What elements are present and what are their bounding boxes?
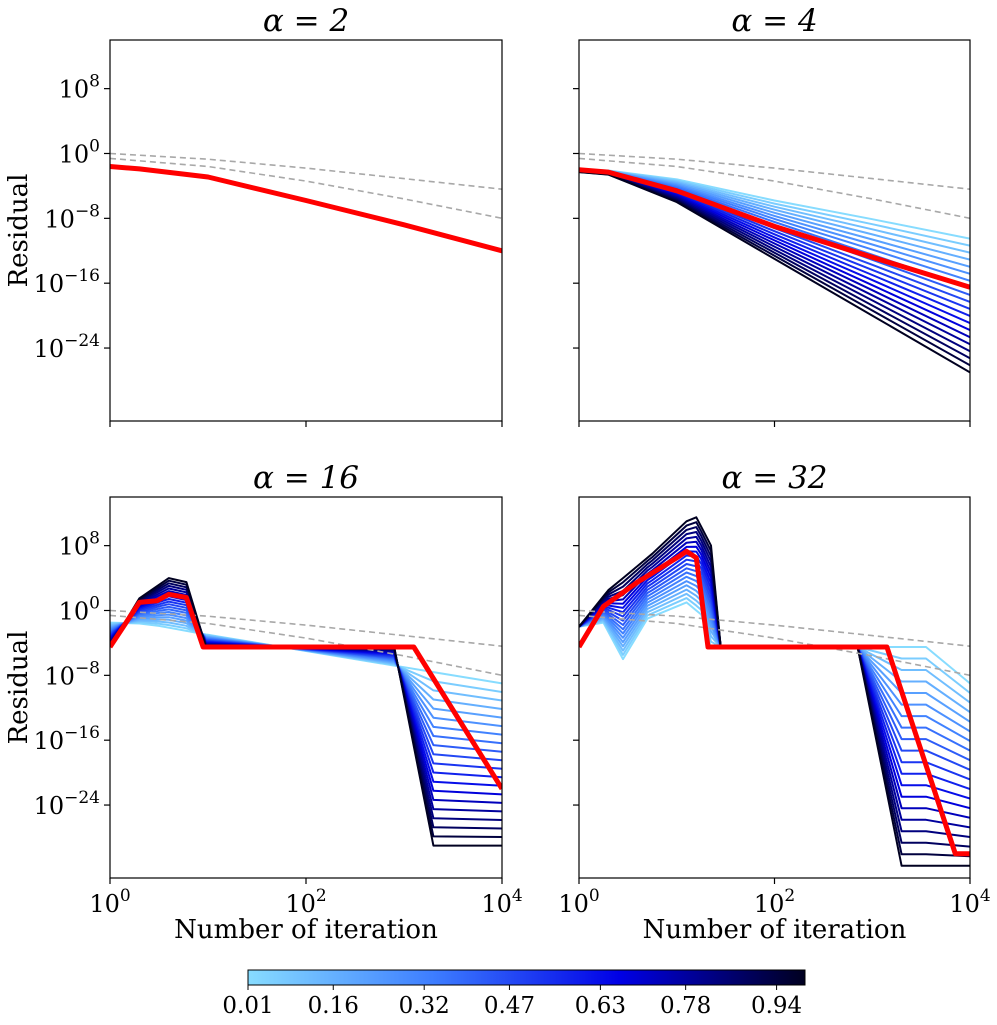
y-tick-label: 10−16 [34, 723, 100, 755]
series-line [110, 165, 502, 252]
series-line [110, 619, 502, 702]
series-line [110, 621, 502, 693]
plot-area [579, 152, 970, 374]
x-tick-label: 102 [754, 886, 795, 918]
y-tick-label: 108 [59, 529, 100, 561]
reference-line [579, 609, 970, 647]
panel-title: α = 2 [263, 3, 349, 39]
series-line [579, 531, 970, 838]
series-line [110, 165, 502, 252]
reference-line [110, 614, 502, 677]
y-axis-label: Residual [4, 631, 34, 745]
colorbar-tick-label: 0.63 [575, 993, 626, 1019]
y-tick-label: 10−24 [34, 788, 100, 820]
highlighted-line [579, 167, 970, 290]
series-line [110, 165, 502, 252]
series-line [110, 165, 502, 252]
panel-1: 108 100 10−8 10−16 10−24 α = 2 Residual [4, 3, 503, 427]
panel-2: α = 4 [573, 3, 971, 427]
series-line [579, 521, 970, 858]
x-tick-label: 100 [89, 886, 130, 918]
colorbar-tick-label: 0.94 [751, 993, 802, 1019]
plot-area [579, 516, 970, 867]
series-line [110, 165, 502, 252]
series-line [579, 516, 970, 867]
reference-line [110, 157, 502, 220]
panel-title: α = 16 [253, 460, 359, 496]
panel-title: α = 32 [721, 460, 827, 496]
panel-4: 100 102 104 α = 32 Number of iteration [558, 460, 990, 945]
reference-line [110, 152, 502, 190]
series-line [110, 165, 502, 252]
series-line [579, 545, 970, 810]
y-tick-label: 10−24 [34, 331, 100, 363]
series-line [110, 165, 502, 252]
y-tick-label: 100 [59, 593, 100, 625]
axes-frame [109, 496, 503, 879]
series-line [110, 165, 502, 252]
x-tick-label: 104 [949, 886, 990, 918]
highlighted-line [110, 591, 502, 791]
series-line [579, 550, 970, 800]
axes-frame [109, 39, 503, 422]
series-line [110, 165, 502, 252]
colorbar-tick-label: 0.78 [660, 993, 711, 1019]
y-tick-label: 10−8 [44, 658, 100, 690]
series-line [110, 165, 502, 252]
colorbar-tick-label: 0.01 [222, 993, 273, 1019]
x-tick-label: 102 [285, 886, 326, 918]
y-axis-label: Residual [4, 174, 34, 288]
colorbar-gradient [247, 969, 806, 986]
series-line [110, 616, 502, 719]
series-line [110, 165, 502, 252]
series-line [110, 621, 502, 685]
series-line [579, 592, 970, 704]
series-line [579, 588, 970, 714]
reference-line [579, 614, 970, 677]
series-line [579, 171, 970, 374]
plot-area [110, 577, 502, 847]
panel-title: α = 4 [731, 3, 817, 39]
series-line [110, 165, 502, 252]
series-line [110, 165, 502, 252]
x-tick-label: 100 [558, 886, 599, 918]
series-line [110, 165, 502, 252]
series-line [110, 165, 502, 252]
series-line [110, 608, 502, 745]
x-axis-label: Number of iteration [643, 915, 907, 945]
plot-area [110, 152, 502, 254]
series-line [110, 165, 502, 252]
colorbar-tick-label: 0.47 [484, 993, 535, 1019]
colorbar: 0.01 0.16 0.32 0.47 0.63 0.78 0.94 [222, 969, 806, 1019]
reference-line [110, 609, 502, 647]
highlighted-line [579, 548, 970, 857]
series-line [579, 597, 970, 694]
y-tick-label: 108 [59, 72, 100, 104]
series-line [110, 165, 502, 252]
series-line [110, 165, 502, 252]
reference-line [579, 152, 970, 190]
x-axis-label: Number of iteration [174, 915, 438, 945]
series-line [110, 584, 502, 821]
y-tick-label: 10−16 [34, 266, 100, 298]
highlighted-line [110, 164, 502, 254]
axes-frame [578, 496, 971, 879]
x-tick-label: 104 [481, 886, 522, 918]
series-line [110, 165, 502, 252]
panel-3: 108 100 10−8 10−16 10−24 100 102 104 α = 16 Resid… [4, 460, 523, 945]
series-line [110, 577, 502, 847]
series-line [579, 526, 970, 848]
y-tick-label: 100 [59, 136, 100, 168]
reference-line [579, 157, 970, 220]
series-line [579, 170, 970, 339]
colorbar-tick-label: 0.16 [308, 993, 359, 1019]
series-line [110, 600, 502, 770]
colorbar-tick-label: 0.32 [399, 993, 450, 1019]
series-line [110, 165, 502, 252]
y-tick-label: 10−8 [44, 201, 100, 233]
